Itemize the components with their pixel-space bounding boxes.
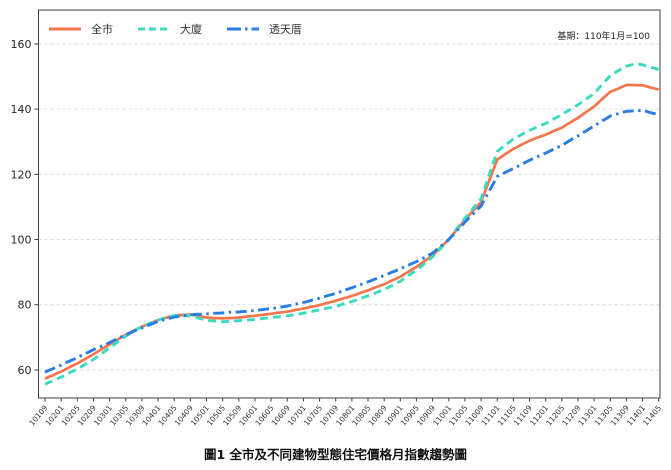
y-axis: 60 80 100 120 140 160 — [11, 38, 39, 377]
legend-item-citywide: 全市 — [48, 21, 113, 37]
solid-line-swatch-icon — [49, 27, 81, 31]
legend-item-townhouse: 透天厝 — [226, 21, 302, 37]
figure-caption: 圖1 全市及不同建物型態住宅價格月指數趨勢圖 — [203, 447, 468, 462]
series-line-0 — [44, 83, 660, 381]
x-axis: 1010910201102051020910301103051030910401… — [27, 398, 663, 428]
y-tick-label: 100 — [11, 234, 32, 247]
base-period-note: 基期：110年1月=100 — [557, 32, 650, 42]
legend-label-townhouse: 透天厝 — [269, 23, 302, 36]
legend-label-building: 大廈 — [180, 23, 202, 36]
series-line-2 — [44, 108, 660, 374]
dashdot-line-swatch-icon — [227, 27, 259, 31]
dashed-line-swatch-icon — [138, 27, 170, 31]
gridlines — [38, 43, 660, 371]
y-tick-label: 160 — [11, 38, 32, 51]
series-line-1 — [44, 62, 660, 386]
y-tick-label: 80 — [18, 299, 32, 312]
y-tick-label: 140 — [11, 103, 32, 116]
y-tick-label: 60 — [18, 364, 32, 377]
y-tick-label: 120 — [11, 168, 32, 181]
plot-border — [38, 9, 661, 399]
legend-label-citywide: 全市 — [91, 23, 113, 36]
legend-item-building: 大廈 — [137, 21, 202, 37]
legend: 全市 大廈 透天厝 — [48, 21, 302, 37]
